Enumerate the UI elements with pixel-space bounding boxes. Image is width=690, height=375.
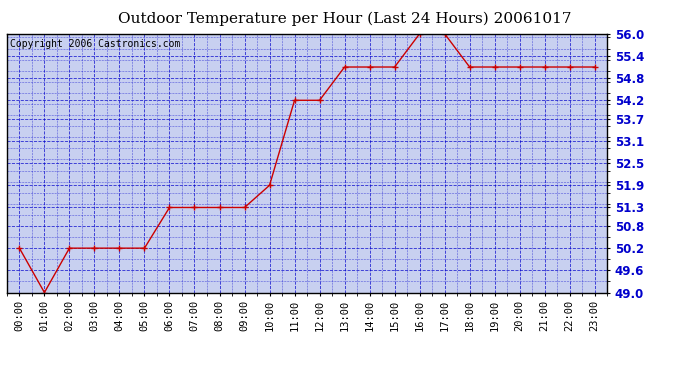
Text: Outdoor Temperature per Hour (Last 24 Hours) 20061017: Outdoor Temperature per Hour (Last 24 Ho… (118, 11, 572, 26)
Text: Copyright 2006 Castronics.com: Copyright 2006 Castronics.com (10, 39, 180, 49)
